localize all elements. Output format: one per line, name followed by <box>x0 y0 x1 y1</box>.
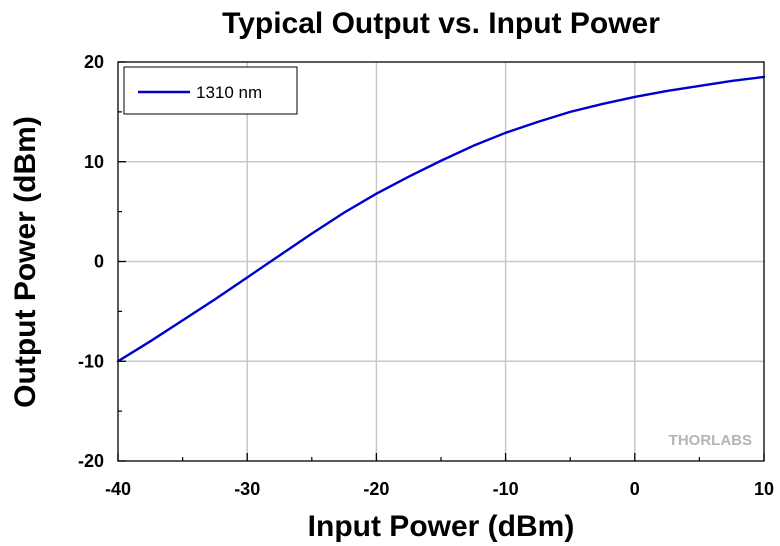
x-tick-label: 0 <box>630 479 640 499</box>
x-tick-label: -40 <box>105 479 131 499</box>
legend-box <box>123 66 298 115</box>
thorlabs-watermark: THORLABS <box>669 432 752 449</box>
y-tick-label: -20 <box>78 451 104 471</box>
legend: 1310 nm <box>123 66 298 115</box>
legend-label: 1310 nm <box>196 83 262 102</box>
chart-title: Typical Output vs. Input Power <box>222 7 660 40</box>
y-tick-label: 10 <box>84 152 104 172</box>
x-axis-label: Input Power (dBm) <box>308 510 575 543</box>
y-tick-label: 0 <box>94 252 104 272</box>
series-layer <box>116 75 766 363</box>
x-tick-label: -20 <box>363 479 389 499</box>
y-tick-label: -10 <box>78 351 104 371</box>
ticks <box>117 61 765 462</box>
series-line <box>116 75 766 363</box>
y-axis-label: Output Power (dBm) <box>9 116 42 408</box>
x-tick-label: -30 <box>234 479 260 499</box>
x-tick-label: 10 <box>754 479 774 499</box>
tick-labels: -40 -30 -20 -10 0 10 -20 -10 0 10 20 <box>78 52 774 499</box>
y-tick-label: 20 <box>84 52 104 72</box>
x-tick-label: -10 <box>493 479 519 499</box>
